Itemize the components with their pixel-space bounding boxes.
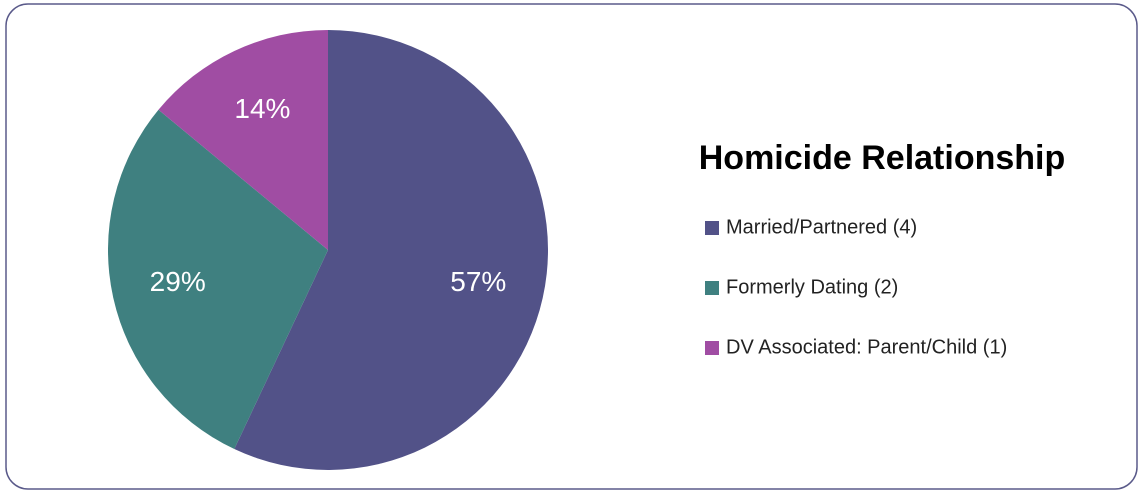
chart-title: Homicide Relationship bbox=[699, 139, 1066, 177]
legend-swatch bbox=[705, 341, 719, 355]
legend-label: DV Associated: Parent/Child (1) bbox=[726, 336, 1007, 358]
pie-slice bbox=[234, 30, 548, 470]
data-label: 14% bbox=[234, 93, 290, 124]
legend-swatch bbox=[705, 221, 719, 235]
legend-label: Formerly Dating (2) bbox=[726, 276, 898, 298]
legend-label: Married/Partnered (4) bbox=[726, 216, 917, 238]
data-label: 57% bbox=[450, 266, 506, 297]
pie-slice bbox=[107, 109, 328, 450]
pie-slice bbox=[158, 30, 328, 250]
legend-swatch bbox=[705, 281, 719, 295]
data-label: 29% bbox=[150, 266, 206, 297]
